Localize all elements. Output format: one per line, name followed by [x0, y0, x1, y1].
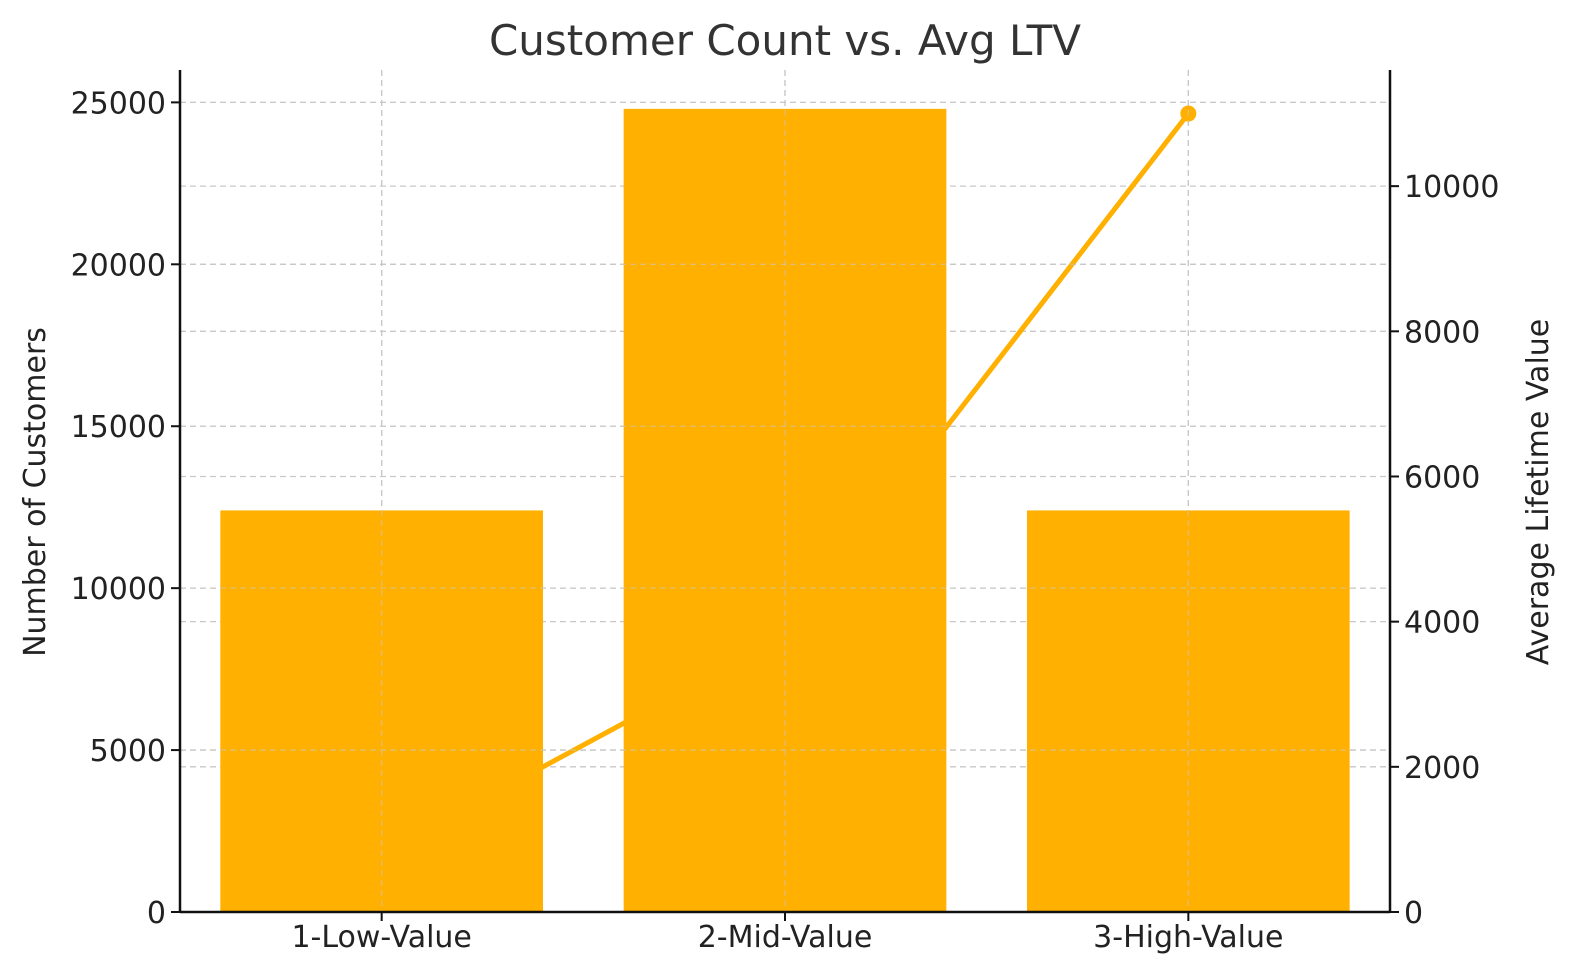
right-tick-label: 0	[1404, 896, 1423, 931]
left-tick-label: 10000	[71, 572, 166, 607]
left-tick-label: 25000	[71, 86, 166, 121]
left-tick-label: 15000	[71, 410, 166, 445]
right-tick-label: 10000	[1404, 170, 1499, 205]
chart-title: Customer Count vs. Avg LTV	[489, 16, 1081, 65]
x-tick-label: 2-Mid-Value	[698, 920, 873, 955]
axes: 0 5000 10000 15000 20000 25000 0 2000 4000 6000 80…	[71, 70, 1499, 955]
left-tick-label: 0	[147, 896, 166, 931]
x-tick-label: 1-Low-Value	[291, 920, 471, 955]
right-tick-label: 2000	[1404, 751, 1480, 786]
left-tick-label: 20000	[71, 248, 166, 283]
right-tick-label: 4000	[1404, 606, 1480, 641]
left-tick-label: 5000	[90, 734, 166, 769]
y-axis-label-right: Average Lifetime Value	[1521, 319, 1556, 666]
bar-series	[180, 70, 1390, 913]
right-tick-label: 6000	[1404, 460, 1480, 495]
right-tick-label: 8000	[1404, 315, 1480, 350]
x-tick-label: 3-High-Value	[1093, 920, 1283, 955]
y-axis-label-left: Number of Customers	[18, 327, 53, 657]
